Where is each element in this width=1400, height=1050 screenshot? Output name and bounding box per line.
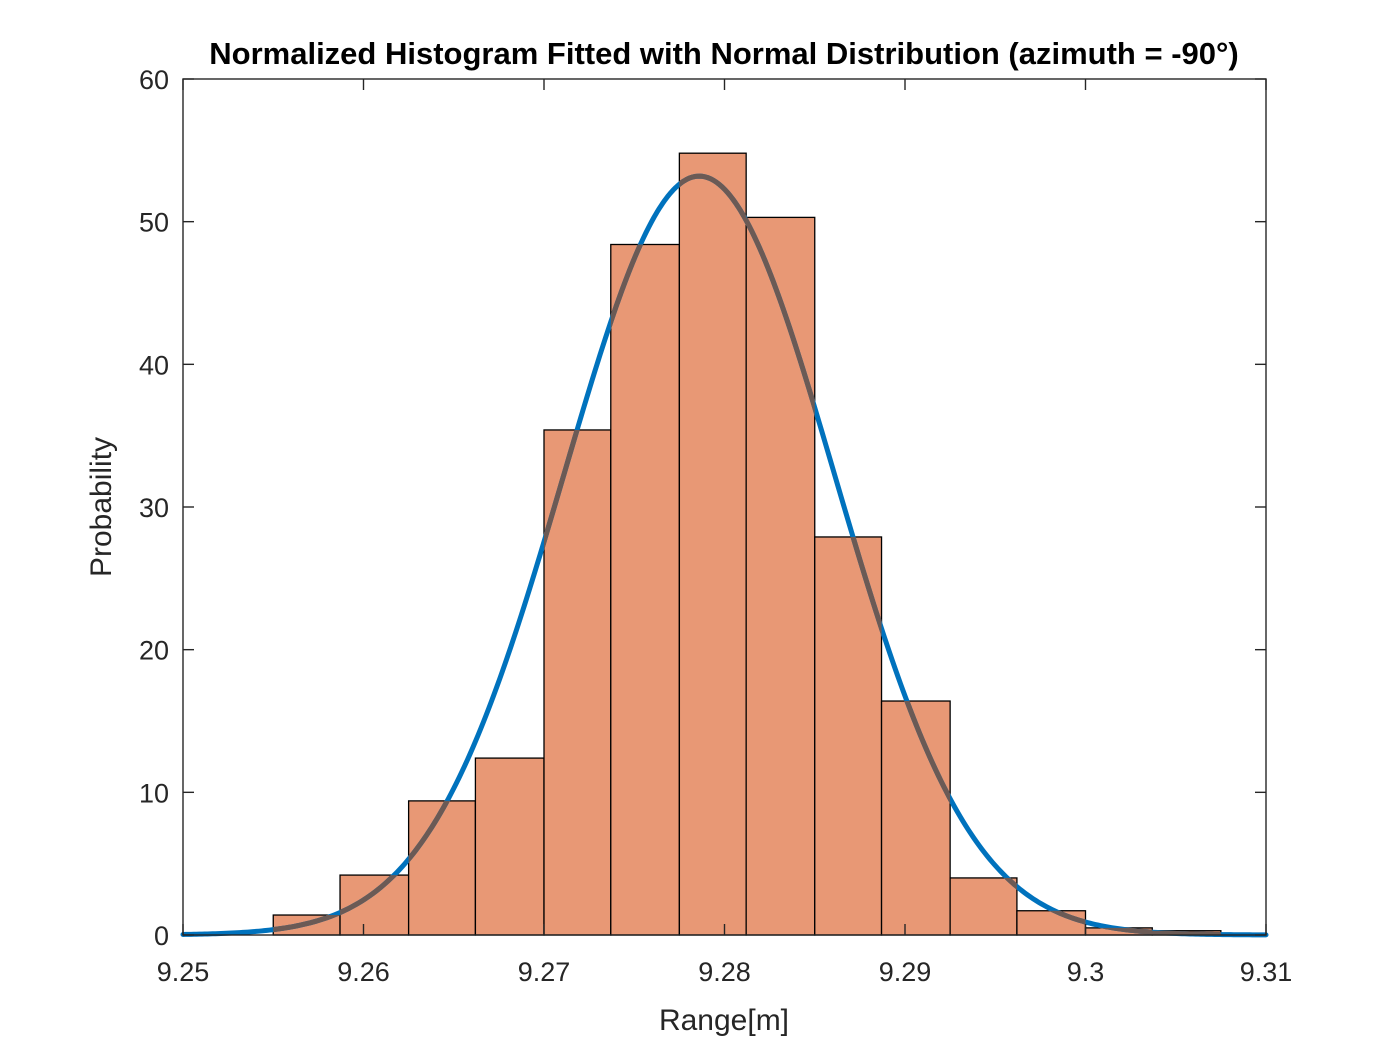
x-axis-label: Range[m] [659,1004,789,1037]
chart-title: Normalized Histogram Fitted with Normal … [209,36,1238,71]
histogram-bar [678,152,747,936]
histogram-bar [407,800,477,936]
x-tick-label: 9.31 [1240,957,1293,987]
histogram-bar [814,536,883,936]
histogram-bar [745,216,816,936]
x-tick-label: 9.28 [698,957,751,987]
y-tick-label: 50 [139,208,169,238]
y-axis: 0 10 20 30 40 50 60 [139,65,1266,951]
y-tick-label: 30 [139,493,169,523]
x-axis: 9.25 9.26 9.27 9.28 9.29 9.3 9.31 [157,79,1293,987]
y-tick-label: 0 [154,921,169,951]
x-tick-label: 9.29 [879,957,932,987]
y-axis-label: Probability [85,437,118,577]
x-tick-label: 9.25 [157,957,210,987]
x-tick-label: 9.26 [337,957,390,987]
histogram-bar [1016,910,1087,936]
x-tick-label: 9.27 [518,957,571,987]
y-tick-label: 10 [139,778,169,808]
histogram-bar [474,757,545,936]
histogram-bar [880,700,951,936]
histogram-bar [949,877,1018,936]
x-tick-label: 9.3 [1067,957,1105,987]
y-tick-label: 60 [139,65,169,95]
y-tick-label: 40 [139,350,169,380]
histogram-bar [610,243,681,936]
y-tick-label: 20 [139,636,169,666]
